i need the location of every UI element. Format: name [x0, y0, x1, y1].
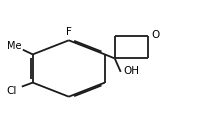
Text: O: O	[151, 30, 159, 40]
Text: F: F	[66, 27, 71, 37]
Text: Me: Me	[7, 41, 21, 51]
Text: OH: OH	[123, 65, 139, 75]
Text: Cl: Cl	[7, 86, 17, 96]
